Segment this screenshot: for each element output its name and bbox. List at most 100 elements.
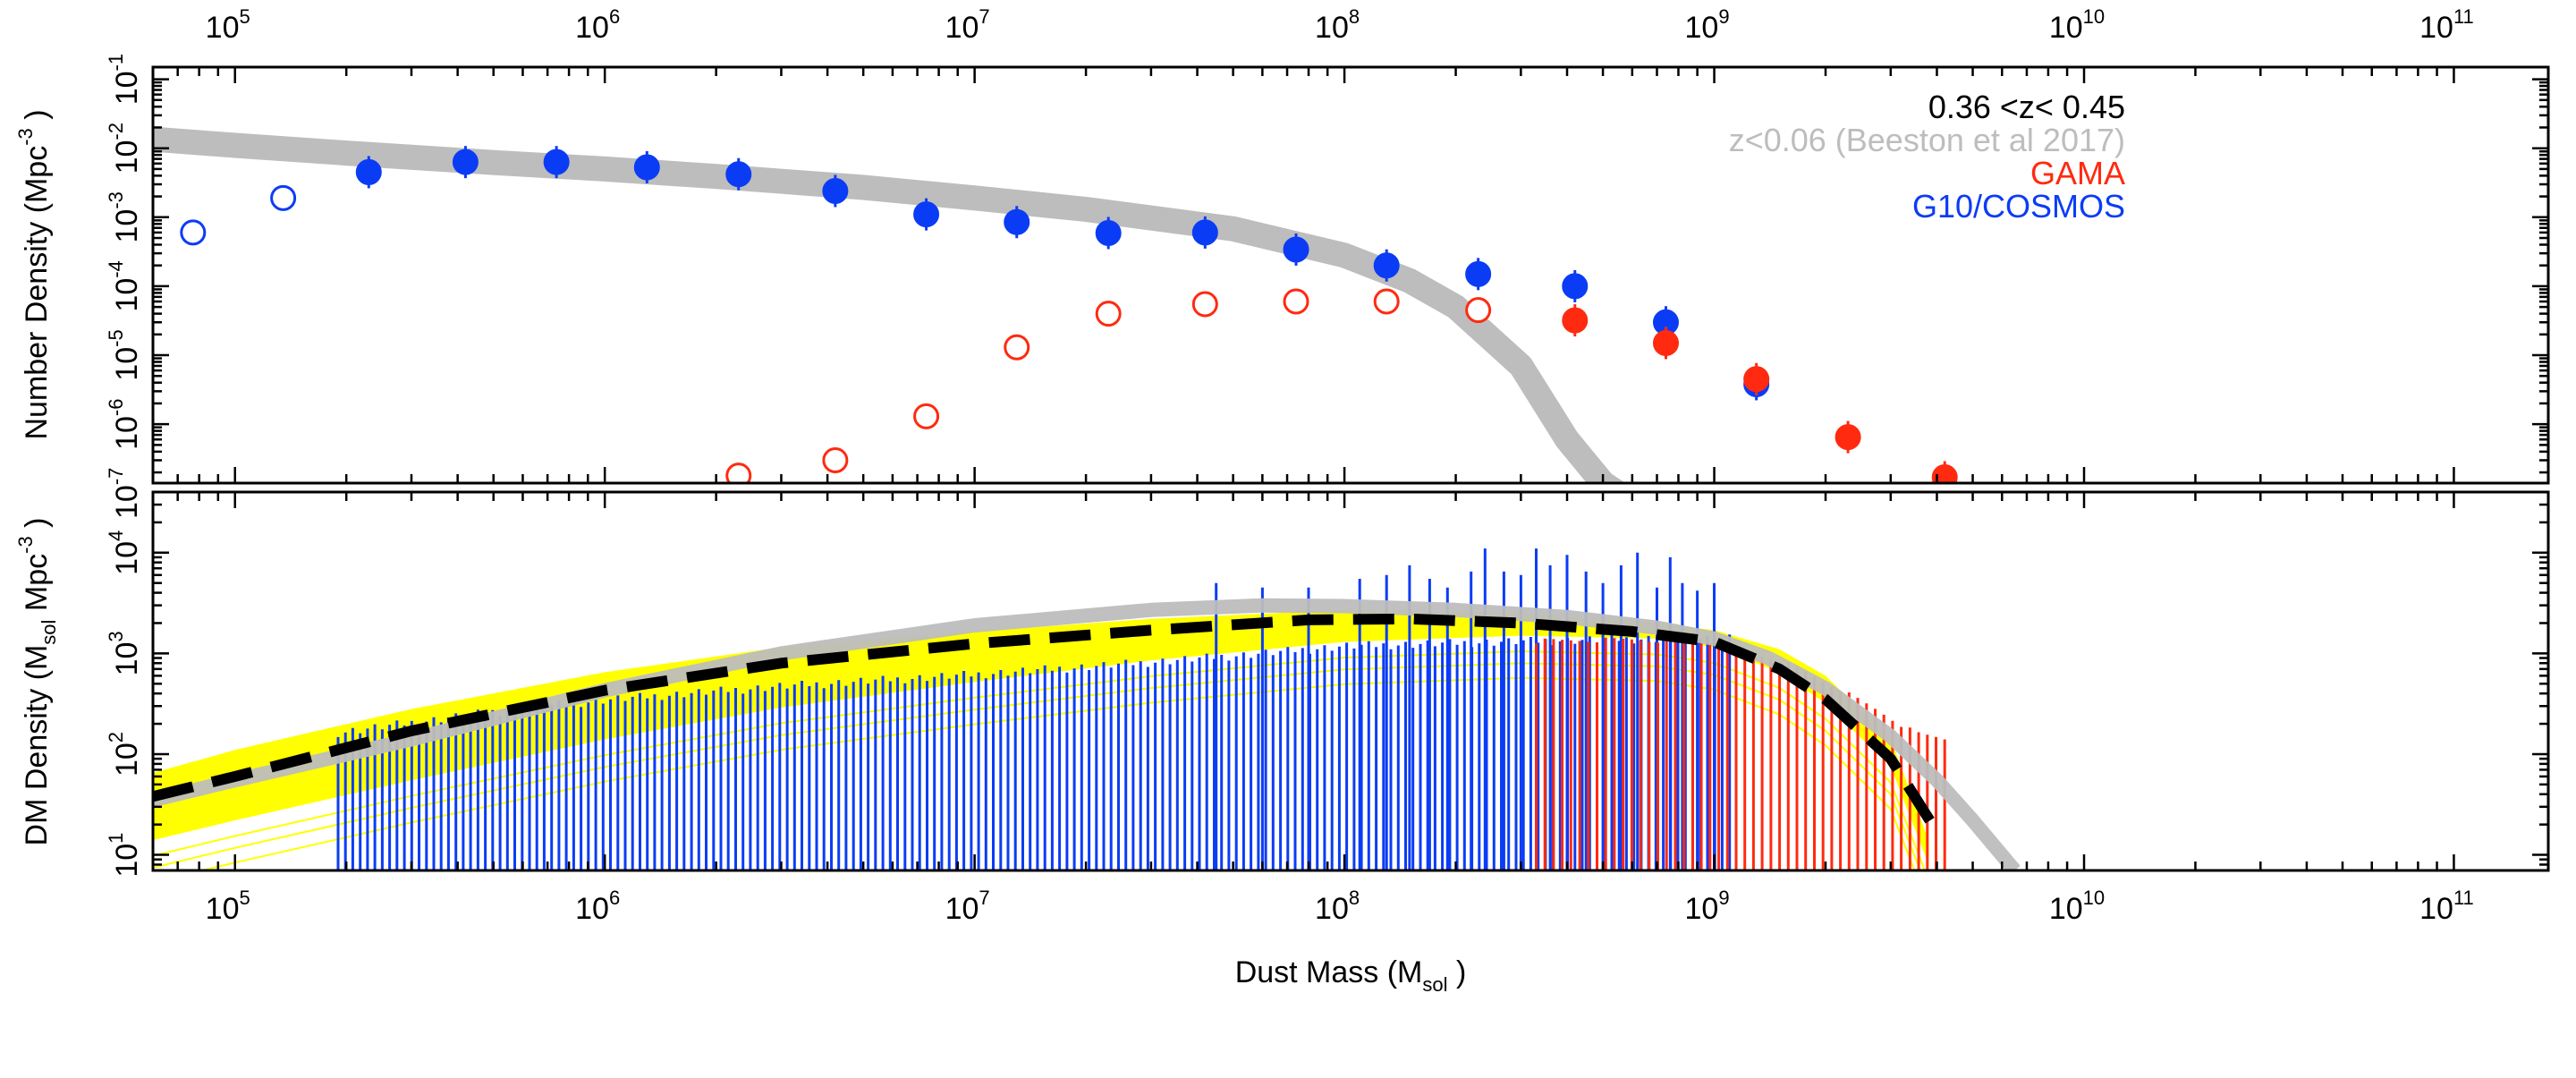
x-tick-label-base: 10 [575,11,609,45]
gama-data-point [913,403,940,429]
dust-mass-density-series-group [153,548,2021,870]
cosmos-data-point [1283,236,1309,263]
fit-band-realisation [153,650,1927,870]
x-tick-label-exponent: 6 [609,887,620,909]
y-tick-label-exponent: 3 [105,631,127,641]
x-tick-label-base: 10 [2049,892,2083,926]
y-tick-label-exponent: 1 [105,833,127,844]
gama-data-point [1835,424,1861,451]
cosmos-data-point [1373,252,1400,279]
x-tick-label: 1011 [2419,5,2474,45]
number-density-y-tick-labels: 10-110-210-310-410-510-610-7 [105,54,144,519]
dust-mass-density-plot-area [153,548,2021,870]
x-tick-label: 105 [206,5,250,45]
x-tick-label-exponent: 8 [1349,5,1360,28]
cosmos-data-point [1465,260,1492,287]
x-tick-label-exponent: 5 [240,887,250,909]
gama-data-point [1004,334,1030,361]
beeston-reference-curve [153,126,1625,483]
y-tick-label-base: 10 [110,278,144,312]
gama-data-point [1931,464,1958,483]
x-tick-label: 108 [1315,887,1360,926]
best-fit-density-curve [153,613,1942,835]
x-tick-label-base: 10 [945,11,979,45]
y-tick-label: 10-3 [105,191,144,242]
x-tick-label-exponent: 9 [1718,5,1729,28]
x-tick-label: 105 [206,887,250,926]
x-tick-label: 106 [575,887,620,926]
cosmos-data-point [725,161,752,188]
x-tick-label-exponent: 11 [2453,887,2474,909]
gama-data-point [1652,329,1679,356]
gama-data-point [1373,288,1400,315]
x-tick-label-base: 10 [206,11,240,45]
legend: 0.36 <z< 0.45 z<0.06 (Beeston et al 2017… [1729,89,2125,225]
legend-beeston: z<0.06 (Beeston et al 2017) [1729,122,2125,158]
x-tick-label-exponent: 7 [979,5,989,28]
x-tick-label: 1011 [2419,887,2474,926]
y-tick-label-exponent: -3 [105,191,127,209]
number-density-axes-frame [151,65,2550,485]
y-tick-label: 10-4 [105,260,144,311]
cosmos-data-point [913,201,940,228]
x-tick-label-base: 10 [1685,892,1719,926]
x-tick-label: 109 [1685,5,1730,45]
bottom-x-tick-labels: 105 106 107 108 109 1010 1011 [206,887,2474,926]
y-tick-label-exponent: -5 [105,329,127,347]
y-tick-label-base: 10 [110,347,144,381]
gama-data-point [1743,366,1770,393]
dust-mass-density-y-axis-label: DM Density (Msol Mpc-3 ) [14,518,60,846]
gama-data-point [1562,307,1589,334]
legend-gama: GAMA [2030,155,2125,191]
cosmos-data-point [1095,219,1122,246]
y-tick-label-exponent: -6 [105,399,127,417]
x-tick-label: 106 [575,5,620,45]
number-density-series-group [153,126,1958,483]
cosmos-data-point [822,177,849,204]
x-tick-label-exponent: 5 [240,5,250,28]
y-tick-label-base: 10 [110,416,144,450]
dust-mass-x-axis-label: Dust Mass (Msol ) [1235,955,1467,996]
cosmos-data-point [1191,219,1218,246]
x-tick-label: 1010 [2049,5,2105,45]
y-tick-label-base: 10 [110,541,144,575]
x-tick-label: 108 [1315,5,1360,45]
y-tick-label-exponent: -7 [105,468,127,486]
top-x-tick-labels: 105 106 107 108 109 1010 1011 [206,5,2474,45]
y-tick-label: 10-6 [105,399,144,450]
y-tick-label: 103 [105,631,144,675]
cosmos-data-point [180,219,207,246]
gama-data-point [1283,288,1309,315]
x-tick-label: 107 [945,887,990,926]
x-tick-label-exponent: 9 [1718,887,1729,909]
x-tick-label: 1010 [2049,887,2105,926]
cosmos-data-point [355,158,382,185]
y-tick-label: 104 [105,531,144,575]
x-tick-label-exponent: 10 [2083,887,2105,909]
y-tick-label-base: 10 [110,71,144,105]
cosmos-data-point [452,149,479,175]
y-tick-label-base: 10 [110,743,144,777]
cosmos-data-point [1004,208,1030,235]
x-tick-label-exponent: 8 [1349,887,1360,909]
y-tick-label: 10-2 [105,123,144,174]
legend-cosmos: G10/COSMOS [1912,188,2125,225]
gama-data-point [822,446,849,473]
y-tick-label: 10-5 [105,329,144,380]
dust-mass-density-ticks [151,490,2548,872]
x-tick-label-base: 10 [2049,11,2083,45]
gama-data-point [1191,291,1218,318]
y-tick-label: 102 [105,732,144,777]
x-tick-label-base: 10 [945,892,979,926]
x-tick-label-exponent: 6 [609,5,620,28]
cosmos-data-point [633,154,660,181]
x-tick-label: 109 [1685,887,1730,926]
y-tick-label: 10-1 [105,54,144,105]
fit-band-realisation [153,662,1921,870]
legend-redshift-range: 0.36 <z< 0.45 [1928,89,2125,125]
y-tick-label-base: 10 [110,140,144,174]
y-tick-label-exponent: -2 [105,123,127,140]
y-tick-label-base: 10 [110,485,144,519]
